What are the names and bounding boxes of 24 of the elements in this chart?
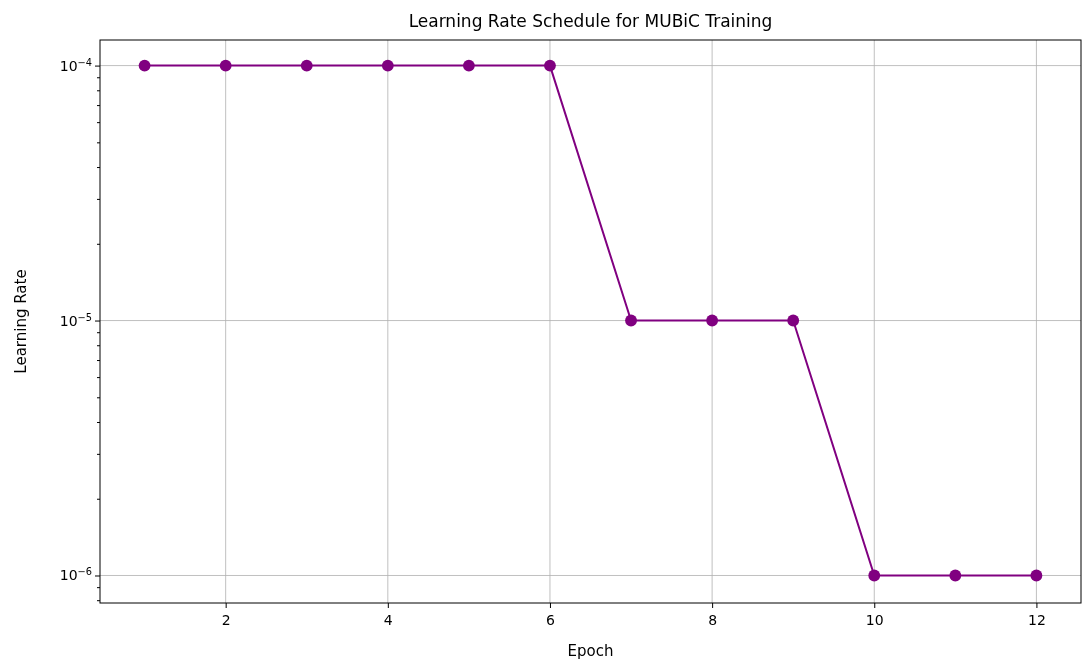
point [706,314,719,327]
y-tick-label: 10$^{−6}$ [59,565,92,584]
y-tick-label: 10$^{−5}$ [59,311,92,329]
y-tick-label: 10$^{−4}$ [59,56,92,74]
point [787,314,800,327]
point [300,59,313,72]
point [949,569,962,582]
x-tick-label: 2 [221,612,231,628]
x-tick-label: 12 [1028,612,1046,628]
point [625,314,637,327]
point [544,59,556,72]
x-axis-title: Epoch [567,642,614,660]
x-tick-label: 10 [865,612,884,628]
point [138,59,151,72]
x-tick-label: 6 [546,612,555,628]
y-axis-title: Learning Rate [12,269,30,374]
x-tick-label: 8 [708,612,718,628]
x-tick-label: 4 [383,612,393,628]
point [219,59,232,72]
point [868,569,881,582]
point [381,59,394,72]
chart-title: Learning Rate Schedule for MUBiC Training [408,11,773,31]
point [1030,569,1043,582]
point [462,59,475,72]
